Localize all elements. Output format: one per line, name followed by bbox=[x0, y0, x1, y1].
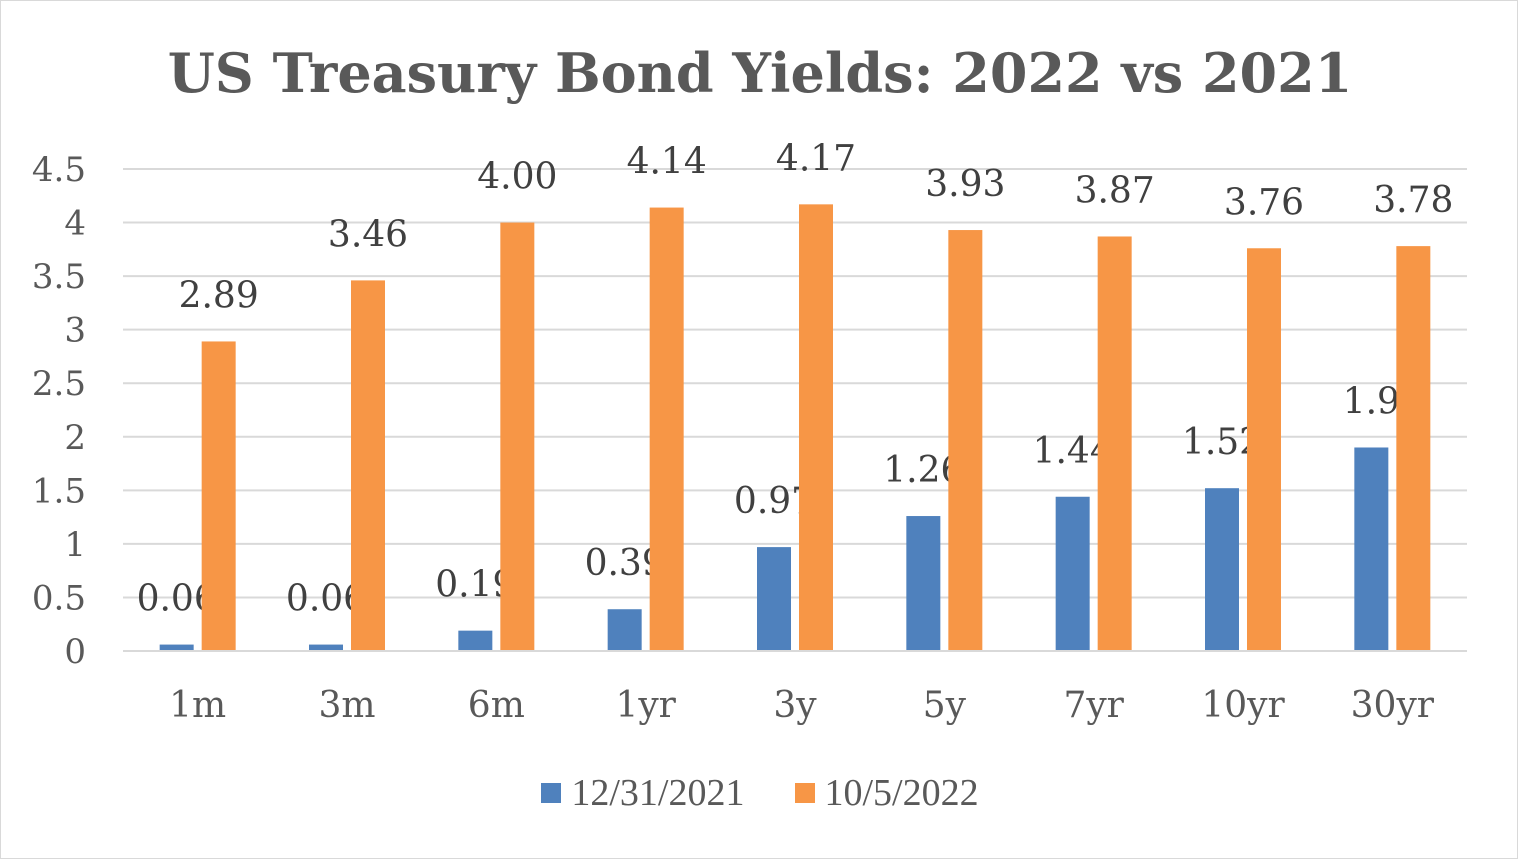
y-tick-label: 1 bbox=[64, 525, 86, 565]
bar-12-31-2021 bbox=[607, 609, 642, 651]
y-tick-label: 2 bbox=[64, 418, 86, 458]
x-tick-label: 3m bbox=[318, 685, 375, 726]
bar-12-31-2021 bbox=[1354, 447, 1389, 651]
legend-label-2021: 12/31/2021 bbox=[571, 772, 745, 814]
y-tick-label: 0.5 bbox=[32, 578, 86, 618]
y-tick-label: 3.5 bbox=[32, 257, 86, 297]
legend-swatch-2022 bbox=[794, 783, 815, 803]
data-label: 4.14 bbox=[627, 142, 707, 183]
data-label: 4.17 bbox=[776, 138, 856, 179]
x-tick-label: 6m bbox=[468, 685, 525, 726]
x-tick-label: 30yr bbox=[1351, 685, 1435, 726]
bar-10-5-2022 bbox=[1247, 248, 1281, 652]
bar-12-31-2021 bbox=[1205, 488, 1239, 651]
bar-10-5-2022 bbox=[649, 207, 684, 651]
y-tick-label: 0 bbox=[64, 632, 86, 672]
bar-12-31-2021 bbox=[159, 644, 194, 651]
bar-10-5-2022 bbox=[1097, 236, 1132, 652]
legend: 12/31/2021 10/5/2022 bbox=[1, 771, 1517, 815]
data-label: 1.9 bbox=[1343, 381, 1400, 422]
bar-10-5-2022 bbox=[948, 230, 983, 651]
legend-item-2022: 10/5/2022 bbox=[794, 771, 979, 815]
x-tick-label: 1yr bbox=[615, 685, 676, 726]
data-label: 3.76 bbox=[1224, 182, 1304, 223]
y-tick-label: 4 bbox=[64, 204, 86, 244]
bar-10-5-2022 bbox=[201, 341, 236, 651]
bar-10-5-2022 bbox=[351, 280, 385, 651]
x-tick-label: 5y bbox=[923, 685, 967, 726]
data-label: 2.89 bbox=[179, 275, 259, 316]
legend-label-2022: 10/5/2022 bbox=[824, 772, 979, 814]
x-tick-label: 1m bbox=[169, 685, 226, 726]
y-tick-label: 2.5 bbox=[32, 364, 86, 404]
y-tick-label: 4.5 bbox=[32, 150, 86, 190]
y-tick-label: 1.5 bbox=[32, 471, 86, 511]
data-label: 3.93 bbox=[925, 164, 1005, 205]
bar-12-31-2021 bbox=[757, 547, 791, 651]
bar-10-5-2022 bbox=[500, 222, 535, 652]
x-tick-label: 10yr bbox=[1201, 685, 1285, 726]
legend-swatch-2021 bbox=[541, 783, 562, 803]
bar-12-31-2021 bbox=[906, 516, 941, 651]
legend-item-2021: 12/31/2021 bbox=[541, 771, 745, 815]
bar-12-31-2021 bbox=[458, 630, 493, 651]
data-label: 3.87 bbox=[1075, 170, 1155, 211]
x-tick-label: 3y bbox=[773, 685, 817, 726]
data-label: 4.00 bbox=[477, 157, 557, 198]
y-tick-label: 3 bbox=[64, 311, 86, 351]
data-label: 3.78 bbox=[1373, 180, 1453, 221]
data-label: 3.46 bbox=[328, 214, 408, 255]
bar-10-5-2022 bbox=[1396, 246, 1431, 651]
x-tick-label: 7yr bbox=[1063, 685, 1124, 726]
bar-12-31-2021 bbox=[309, 644, 343, 651]
bar-12-31-2021 bbox=[1055, 496, 1090, 651]
chart-title: US Treasury Bond Yields: 2022 vs 2021 bbox=[167, 41, 1353, 105]
bar-10-5-2022 bbox=[799, 204, 833, 651]
